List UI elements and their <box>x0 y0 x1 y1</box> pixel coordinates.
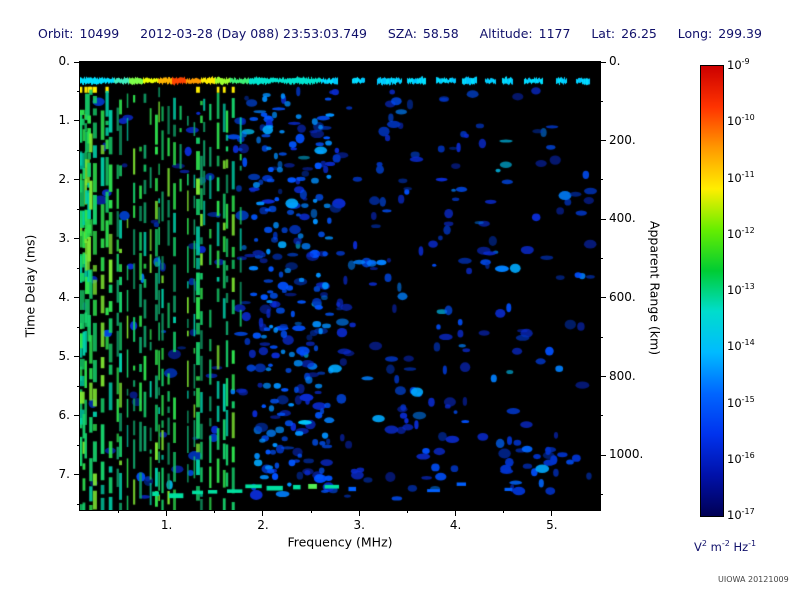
x-minor-tick <box>406 510 408 513</box>
x-axis-title: Frequency (MHz) <box>287 534 393 550</box>
y-minor-tick-left <box>77 208 80 210</box>
colorbar-tick-label: 10-15 <box>727 394 755 410</box>
y-minor-tick-right <box>600 336 603 338</box>
colorbar-tick-label: 10-11 <box>727 169 755 185</box>
y-tick-left <box>74 297 80 299</box>
colorbar <box>700 65 724 517</box>
colorbar-unit-label: V2 m-2 Hz-1 <box>694 539 757 554</box>
y-tick-left-label: 2. <box>58 171 70 186</box>
x-tick <box>551 510 553 516</box>
datetime-value: 2012-03-28 (Day 088) 23:53:03.749 <box>140 26 367 41</box>
colorbar-tick-label: 10-12 <box>727 225 755 241</box>
sza-label: SZA: <box>387 26 417 41</box>
x-tick-label: 2. <box>257 518 269 532</box>
x-tick-label: 5. <box>546 518 558 532</box>
long-value: 299.39 <box>718 26 762 41</box>
long-field: Long: 299.39 <box>678 26 762 41</box>
y-tick-left <box>74 415 80 417</box>
x-tick <box>455 510 457 516</box>
y-minor-tick-left <box>77 444 80 446</box>
x-tick-label: 4. <box>449 518 462 532</box>
y-tick-left <box>74 238 80 240</box>
watermark: UIOWA 20121009 <box>718 575 789 584</box>
y-minor-tick-left <box>77 503 80 505</box>
orbit-field: Orbit: 10499 <box>38 26 119 41</box>
colorbar-tick-label: 10-14 <box>727 338 755 354</box>
colorbar-tick-label: 10-13 <box>727 282 755 297</box>
y-tick-left-label: 7. <box>58 466 70 481</box>
ionogram-plot <box>80 62 600 510</box>
sza-value: 58.58 <box>422 26 459 41</box>
y-tick-right-label: 0. <box>609 54 621 68</box>
y-tick-left-label: 5. <box>58 348 70 363</box>
colorbar-tick-label: 10-10 <box>727 113 755 129</box>
y-tick-right-label: 400. <box>609 211 636 226</box>
y-tick-right-label: 200. <box>609 132 636 147</box>
y-axis-title-left: Time Delay (ms) <box>22 234 38 338</box>
y-minor-tick-right <box>600 100 603 102</box>
x-minor-tick <box>214 510 216 513</box>
y-tick-left-label: 3. <box>58 230 70 245</box>
y-tick-left-label: 1. <box>58 112 70 127</box>
altitude-label: Altitude: <box>479 26 533 41</box>
x-minor-tick <box>310 510 312 513</box>
y-tick-right <box>600 140 606 142</box>
y-tick-right <box>600 376 606 378</box>
lat-label: Lat: <box>591 26 616 41</box>
y-minor-tick-left <box>77 326 80 328</box>
y-tick-right <box>600 61 606 63</box>
y-minor-tick-right <box>600 179 603 181</box>
long-label: Long: <box>677 26 713 41</box>
y-minor-tick-right <box>600 258 603 260</box>
y-minor-tick-left <box>77 267 80 269</box>
lat-field: Lat: 26.25 <box>591 26 657 41</box>
y-tick-left <box>74 474 80 476</box>
y-tick-left <box>74 61 80 63</box>
y-minor-tick-left <box>77 385 80 387</box>
y-tick-left <box>74 356 80 358</box>
orbit-value: 10499 <box>79 26 120 41</box>
x-tick <box>262 510 264 516</box>
sza-field: SZA: 58.58 <box>388 26 459 41</box>
orbit-label: Orbit: <box>38 26 74 41</box>
x-minor-tick <box>503 510 505 513</box>
altitude-value: 1177 <box>538 26 571 41</box>
colorbar-tick-label: 10-9 <box>727 57 750 72</box>
x-tick-label: 1. <box>160 518 173 532</box>
x-minor-tick <box>118 510 120 513</box>
y-tick-left <box>74 120 80 122</box>
datetime-field: 2012-03-28 (Day 088) 23:53:03.749 <box>140 26 367 41</box>
y-minor-tick-left <box>77 149 80 151</box>
y-tick-right-label: 600. <box>609 289 636 304</box>
lat-value: 26.25 <box>621 26 657 41</box>
y-tick-right-label: 800. <box>609 368 636 383</box>
colorbar-tick-label: 10-17 <box>727 507 755 522</box>
y-tick-right-label: 1000. <box>609 447 644 462</box>
y-tick-right <box>600 218 606 220</box>
x-tick <box>166 510 168 516</box>
y-tick-right <box>600 297 606 299</box>
y-tick-left-label: 4. <box>58 289 70 304</box>
y-minor-tick-left <box>77 90 80 92</box>
y-tick-left-label: 6. <box>58 407 70 422</box>
y-tick-right <box>600 454 606 456</box>
y-tick-left-label: 0. <box>58 54 70 68</box>
y-minor-tick-right <box>600 415 603 417</box>
y-tick-left <box>74 179 80 181</box>
header-metadata: Orbit: 10499 2012-03-28 (Day 088) 23:53:0… <box>38 26 762 41</box>
x-tick-label: 3. <box>353 518 365 532</box>
altitude-field: Altitude: 1177 <box>480 26 571 41</box>
y-axis-title-right: Apparent Range (km) <box>647 220 663 356</box>
y-minor-tick-right <box>600 494 603 496</box>
colorbar-tick-label: 10-16 <box>727 450 755 466</box>
x-tick <box>358 510 360 516</box>
